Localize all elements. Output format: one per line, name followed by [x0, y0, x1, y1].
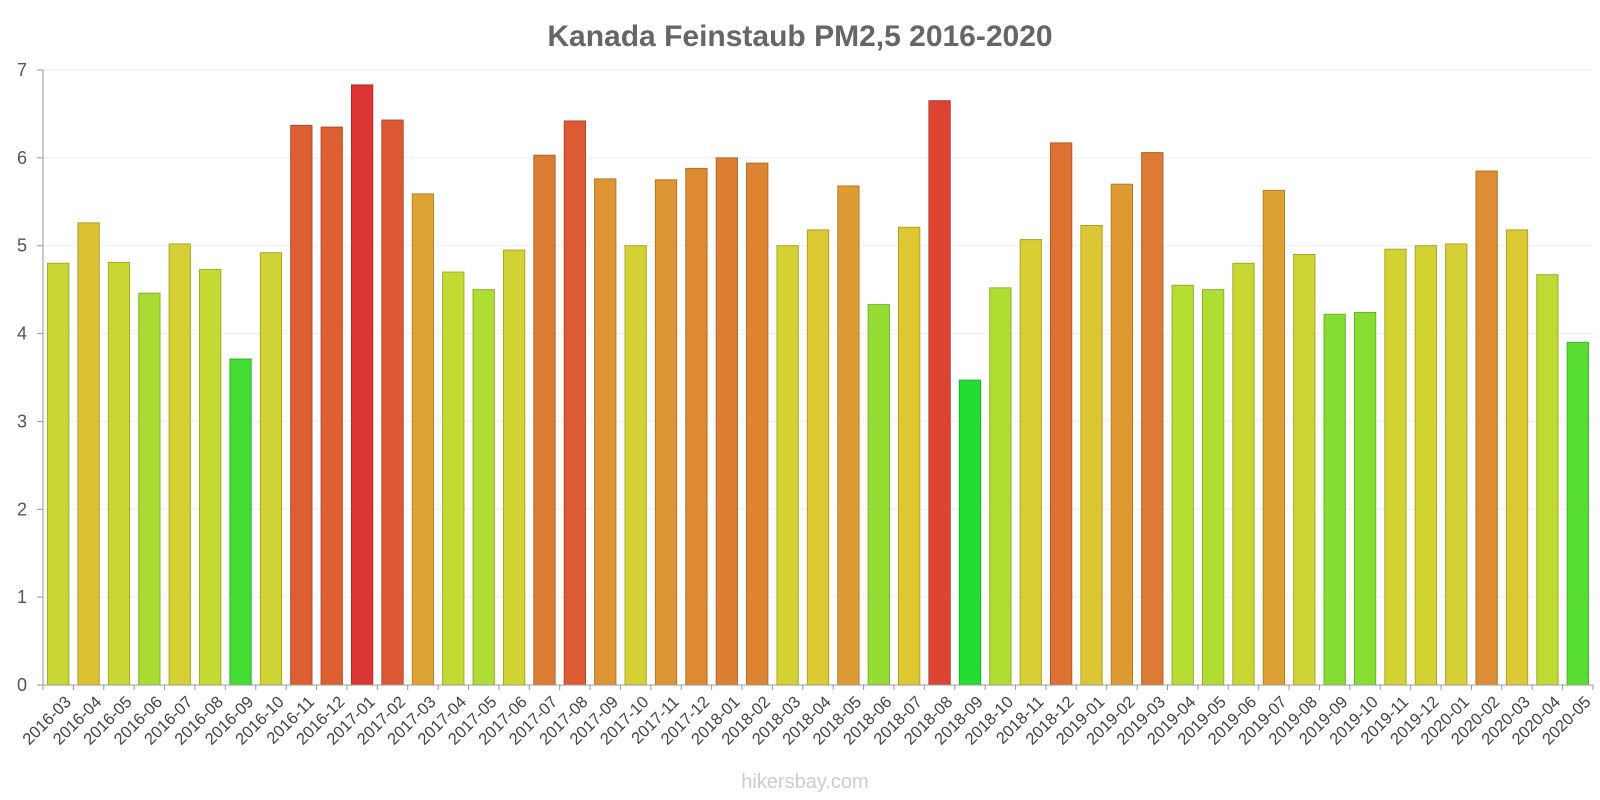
y-tick-label: 3: [17, 411, 27, 431]
bar-2017-05: [472, 289, 495, 686]
y-tick-label: 4: [17, 324, 27, 344]
bar-2016-04: [77, 222, 100, 686]
bars: [47, 84, 1589, 686]
bar-2016-08: [199, 268, 222, 686]
y-tick-label: 2: [17, 499, 27, 519]
bar-2017-01: [350, 84, 374, 686]
bar-2017-11: [654, 179, 678, 686]
bar-2020-04: [1536, 274, 1559, 686]
bar-2019-04: [1171, 284, 1194, 686]
bar-2018-05: [837, 185, 860, 686]
bar-2016-10: [259, 252, 283, 686]
y-tick-label: 5: [17, 236, 27, 256]
bar-2017-09: [594, 178, 617, 686]
y-tick-label: 6: [17, 148, 27, 168]
bar-2019-12: [1414, 245, 1437, 686]
y-axis-tick-labels: 0 1 2 3 4 5 6 7: [17, 60, 27, 695]
bar-2018-03: [776, 245, 799, 686]
bar-2019-11: [1384, 248, 1407, 686]
bar-2018-02: [746, 162, 769, 686]
axes: [37, 69, 1594, 690]
bar-2016-09: [229, 358, 252, 686]
bar-2020-05: [1566, 341, 1589, 686]
bar-2020-01: [1445, 243, 1468, 686]
bar-2018-07: [898, 226, 921, 686]
bar-2018-12: [1050, 142, 1073, 686]
bar-2019-05: [1201, 289, 1225, 686]
x-axis-tick-labels: 2016-032016-042016-052016-062016-072016-…: [19, 693, 1594, 749]
bar-2018-08: [928, 100, 951, 686]
bar-2016-03: [47, 262, 70, 686]
bar-2017-12: [685, 167, 708, 686]
bar-2018-09: [958, 379, 982, 686]
bar-2016-11: [290, 124, 313, 686]
bar-2019-02: [1110, 183, 1134, 686]
bar-2017-07: [533, 154, 556, 686]
bar-2018-10: [989, 287, 1012, 686]
bar-2019-08: [1293, 254, 1316, 686]
bar-2019-07: [1262, 189, 1286, 686]
bar-2020-02: [1475, 170, 1498, 686]
watermark: hikersbay.com: [741, 771, 868, 793]
bar-2019-01: [1080, 225, 1103, 686]
bar-2018-06: [867, 304, 890, 686]
chart-title: Kanada Feinstaub PM2,5 2016-2020: [547, 20, 1052, 53]
bar-2017-03: [411, 193, 435, 686]
bar-2019-03: [1141, 152, 1164, 686]
bar-2016-05: [107, 261, 131, 686]
y-tick-label: 1: [17, 587, 27, 607]
bar-2018-01: [715, 157, 738, 686]
bar-2017-10: [624, 245, 647, 686]
bar-2016-07: [168, 243, 191, 686]
bar-2016-12: [320, 126, 343, 686]
bar-2019-06: [1232, 262, 1255, 686]
bar-2017-08: [563, 120, 586, 686]
bar-2016-06: [138, 292, 161, 686]
y-tick-label: 7: [17, 60, 27, 80]
bar-2019-10: [1353, 311, 1377, 686]
bar-2017-02: [381, 119, 404, 686]
bar-2017-04: [442, 271, 465, 686]
y-tick-label: 0: [17, 675, 27, 695]
bar-2020-03: [1505, 229, 1529, 686]
bar-2019-09: [1323, 313, 1346, 686]
bar-2017-06: [502, 249, 526, 686]
bar-2018-11: [1019, 239, 1042, 686]
bar-2018-04: [806, 229, 830, 686]
